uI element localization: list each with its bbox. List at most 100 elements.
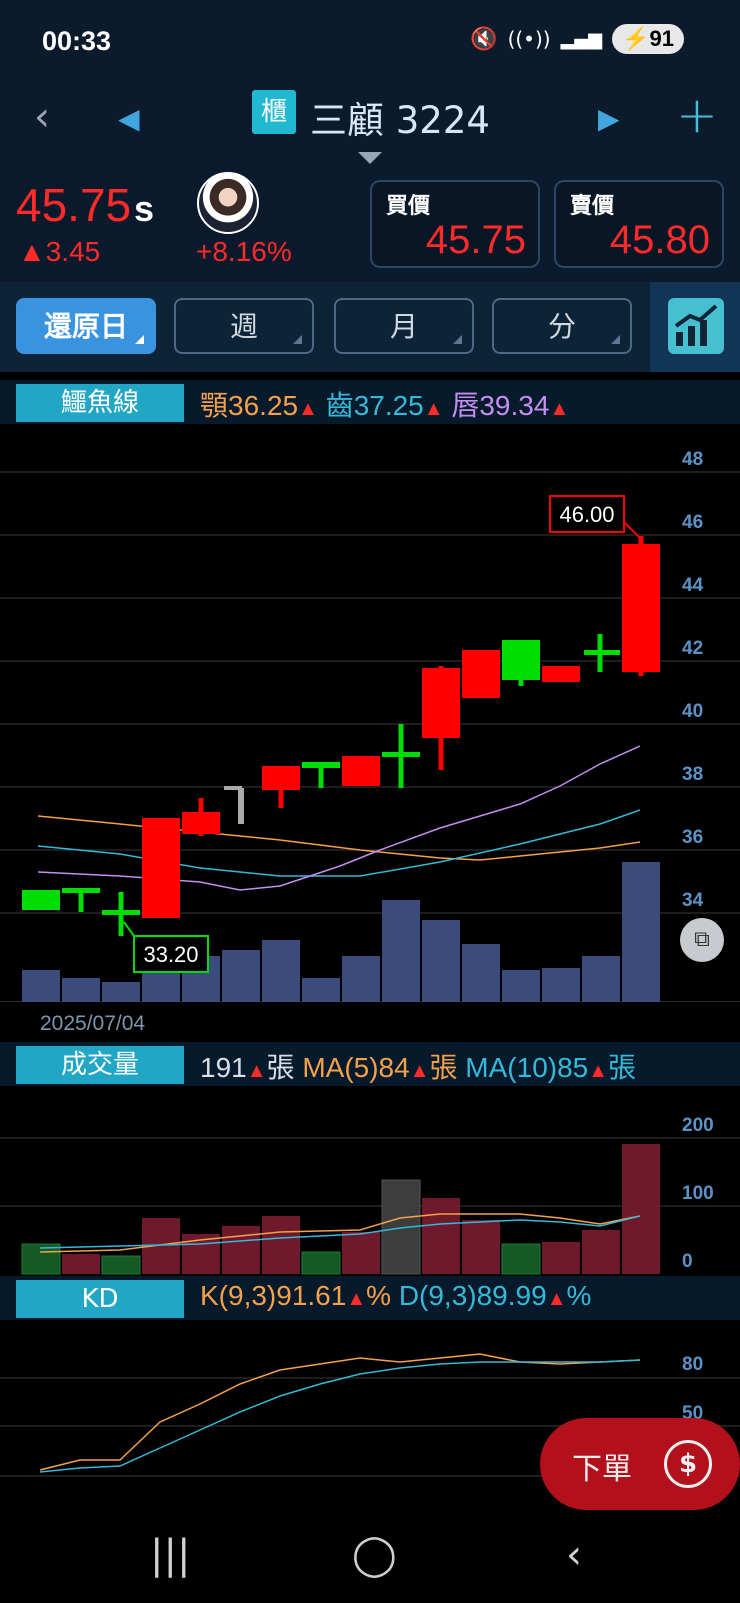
candle (102, 910, 140, 915)
kd-tick: 80 (682, 1354, 703, 1375)
alligator-values: 顎36.25▲ 齒37.25▲ 唇39.34▲ (200, 384, 569, 424)
next-stock-icon[interactable]: ▶ (598, 102, 620, 135)
k-line (39, 1353, 641, 1471)
candle (382, 752, 420, 757)
ma5-value: 84 (378, 1052, 410, 1083)
prev-stock-icon[interactable]: ◀ (118, 102, 140, 135)
up-arrow-icon: ▲ (298, 398, 318, 420)
overlay-volume-bar (102, 982, 140, 1002)
volume-tick: 0 (682, 1251, 693, 1272)
period-minute-button[interactable]: 分 (492, 298, 632, 354)
period-minute-label: 分 (547, 310, 576, 343)
up-arrow-icon: ▲ (246, 1060, 267, 1082)
alligator-bar: 鱷魚線 顎36.25▲ 齒37.25▲ 唇39.34▲ (0, 380, 740, 424)
back-nav-icon[interactable]: ‹ (566, 1532, 582, 1578)
volume-bars (21, 1144, 660, 1275)
candle (182, 812, 220, 834)
candle (462, 650, 500, 698)
overlay-volume-bar (262, 940, 300, 1002)
avatar[interactable] (197, 172, 259, 234)
up-arrow-icon: ▲ (549, 398, 570, 420)
price-change-pct: +8.16% (196, 236, 292, 267)
low-label: 33.20 (143, 942, 198, 967)
candlestick-chart[interactable]: 48 46 44 42 40 38 36 34 (0, 436, 740, 1002)
status-time: 00:33 (42, 26, 112, 56)
ma5-line (39, 1213, 641, 1253)
candle (224, 786, 242, 790)
up-arrow-icon: ▲ (588, 1060, 609, 1082)
jaw-line (37, 815, 641, 861)
overlay-volume-bar (622, 862, 660, 1002)
dollar-coin-icon: $ (664, 1440, 712, 1488)
high-label-box (549, 495, 625, 533)
bid-box[interactable]: 買價 45.75 (370, 180, 540, 268)
volume-bar (501, 1243, 541, 1275)
volume-bar (622, 1144, 660, 1274)
k-label: K(9,3) (200, 1280, 277, 1311)
volume-value: 191 (200, 1052, 247, 1083)
ask-box[interactable]: 賣價 45.80 (554, 180, 724, 268)
overlay-volume-bar (582, 956, 620, 1002)
teeth-label: 齒 (325, 390, 354, 421)
kd-tag[interactable]: KD (16, 1280, 184, 1318)
overlay-volume-bar (302, 978, 340, 1002)
price-tick: 46 (682, 512, 703, 533)
period-weekly-button[interactable]: 週 (174, 298, 314, 354)
d-line (39, 1359, 641, 1473)
price-tick: 34 (682, 890, 704, 911)
back-icon[interactable]: ‹ (34, 94, 50, 140)
high-marker-line (623, 521, 641, 539)
home-icon[interactable]: ◯ (352, 1532, 397, 1578)
overlay-volume-bars (22, 862, 660, 1002)
stock-title[interactable]: 三顧 3224 (310, 99, 490, 142)
copy-icon[interactable]: ⧉ (680, 918, 724, 962)
volume-unit: 張 (266, 1052, 295, 1083)
order-button[interactable]: 下單 $ (540, 1418, 740, 1510)
candle (584, 650, 620, 655)
recent-apps-icon[interactable]: ||| (150, 1532, 191, 1578)
period-selector: 還原日 週 月 分 (0, 282, 740, 372)
ma10-value: 85 (557, 1052, 589, 1083)
up-arrow-icon: ▲ (546, 1288, 567, 1310)
ma10-label: MA(10) (465, 1052, 558, 1083)
add-watchlist-icon[interactable]: + (676, 86, 718, 144)
price-change: ▲3.45 (18, 236, 101, 267)
chevron-down-icon[interactable] (358, 152, 382, 164)
lips-line (37, 745, 641, 891)
ask-label: 賣價 (570, 194, 615, 219)
volume-bar (182, 1234, 220, 1274)
volume-bar (21, 1243, 61, 1275)
volume-tick: 200 (682, 1115, 714, 1136)
overlay-volume-bar (22, 970, 60, 1002)
volume-bar (62, 1254, 100, 1274)
system-nav-bar: ||| ◯ ‹ (0, 1510, 740, 1603)
chart-toggle-button[interactable] (650, 282, 740, 372)
volume-chart[interactable]: 200 100 0 (0, 1086, 740, 1276)
low-label-box (133, 935, 209, 973)
chart-grid (0, 471, 740, 1002)
candles (22, 536, 660, 936)
alligator-tag[interactable]: 鱷魚線 (16, 384, 184, 422)
volume-bar (101, 1255, 141, 1275)
candle (22, 890, 60, 910)
period-monthly-button[interactable]: 月 (334, 298, 474, 354)
low-marker-line (123, 921, 135, 937)
ma10-line (39, 1215, 641, 1249)
order-button-label: 下單 (572, 1452, 632, 1487)
bid-price: 45.75 (425, 218, 526, 262)
mute-icon: 🔇 (470, 26, 498, 52)
overlay-volume-bar (462, 944, 500, 1002)
kd-bar: KD K(9,3)91.61▲% D(9,3)89.99▲% (0, 1276, 740, 1320)
overlay-volume-bar (542, 968, 580, 1002)
candle (422, 668, 460, 738)
price-tick: 40 (682, 701, 703, 722)
price-suffix: s (134, 188, 155, 229)
volume-values: 191▲張 MA(5)84▲張 MA(10)85▲張 (200, 1046, 636, 1086)
kd-axis: 80 50 (682, 1354, 703, 1424)
price-tick: 36 (682, 827, 703, 848)
volume-bar (542, 1242, 580, 1274)
up-arrow-icon: ▲ (409, 1060, 430, 1082)
period-daily-button[interactable]: 還原日 (16, 298, 156, 354)
volume-tag[interactable]: 成交量 (16, 1046, 184, 1084)
status-icons: 🔇 ((•)) ▂▄▆ ⚡91 (470, 24, 684, 54)
